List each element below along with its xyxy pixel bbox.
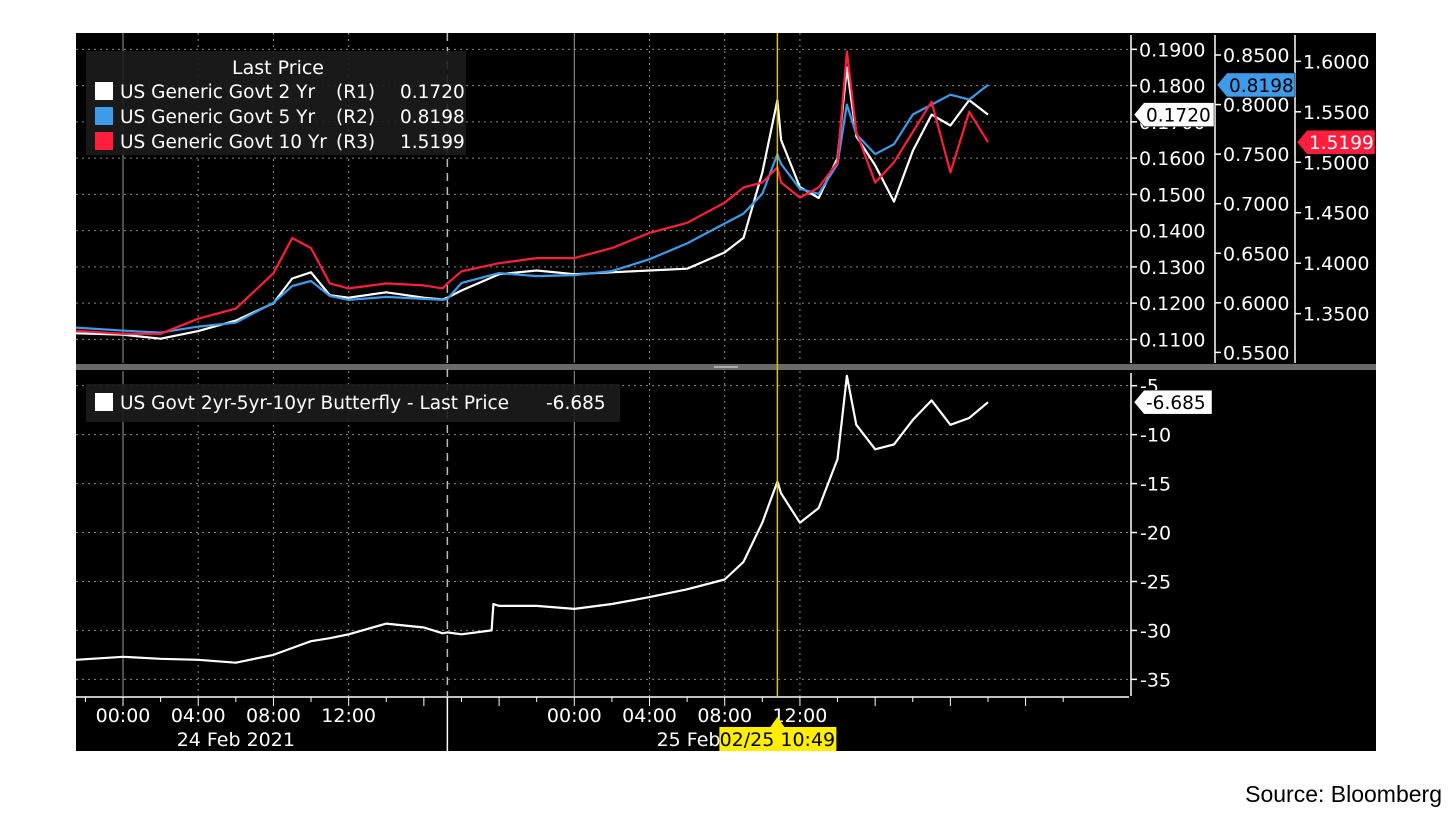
us5y-last-tag: 0.8198 — [1229, 76, 1294, 97]
butterfly-axis-tick-label: -15 — [1140, 474, 1171, 496]
chart-canvas: 0.11000.12000.13000.14000.15000.16000.17… — [76, 33, 1376, 751]
us2y-last-tag-box — [1133, 102, 1215, 127]
legend-layer: Last Price US Generic Govt 2 Yr (R1) 0.1720… — [86, 51, 620, 422]
r2-axis-tick-label: 0.8000 — [1223, 95, 1289, 117]
legend-swatch — [95, 107, 113, 125]
butterfly-legend-swatch — [95, 393, 113, 411]
panel-resize-handle — [714, 366, 738, 368]
date-label-day1: 24 Feb 2021 — [177, 729, 295, 751]
x-tick-label: 08:00 — [697, 705, 752, 727]
us5y-last-tag-box — [1216, 72, 1296, 98]
r3-axis-tick-label: 1.4000 — [1303, 253, 1369, 275]
legend-last-value: 0.1720 — [400, 82, 465, 103]
r2-axis-tick-label: 0.7000 — [1223, 194, 1289, 216]
r1-axis-tick-label: 0.1800 — [1139, 76, 1205, 98]
r2-axis-tick-label: 0.6500 — [1223, 243, 1289, 265]
bloomberg-chart-panel: 0.11000.12000.13000.14000.15000.16000.17… — [76, 33, 1376, 751]
crosshair-time-label: 02/25 10:49 — [720, 729, 836, 751]
legend-series-name: US Generic Govt 2 Yr — [120, 82, 315, 103]
legend-last-value: 1.5199 — [400, 132, 465, 153]
source-note: Source: Bloomberg — [1245, 781, 1442, 807]
x-tick-label: 00:00 — [547, 705, 602, 727]
x-tick-label: 04:00 — [171, 705, 226, 727]
r1-axis-tick-label: 0.1900 — [1139, 39, 1205, 61]
butterfly-axis-tick-label: -10 — [1140, 425, 1171, 447]
legend-box — [86, 51, 466, 155]
r3-axis-tick-label: 1.6000 — [1303, 51, 1369, 73]
x-tick-label: 12:00 — [321, 705, 376, 727]
r1-axis-tick-label: 0.1400 — [1139, 221, 1205, 243]
r3-axis-tick-label: 1.5000 — [1303, 152, 1369, 174]
legend-swatch — [95, 82, 113, 100]
legend-swatch — [95, 132, 113, 150]
us10y-line — [76, 50, 989, 335]
butterfly-axis-tick-label: -35 — [1140, 669, 1171, 691]
r3-axis-tick-label: 1.3500 — [1303, 304, 1369, 326]
butterfly-line — [76, 374, 989, 664]
r1-axis-tick-label: 0.1200 — [1139, 293, 1205, 315]
us5y-line — [76, 84, 989, 334]
value-tag-layer: 0.1720 0.8198 1.5199 -6.685 — [1133, 72, 1376, 415]
butterfly-legend-last: -6.685 — [546, 393, 606, 414]
r2-axis-tick-label: 0.7500 — [1223, 144, 1289, 166]
butterfly-axis-tick-label: -25 — [1140, 571, 1171, 593]
legend-last-value: 0.8198 — [400, 107, 465, 128]
us2y-last-tag: 0.1720 — [1146, 106, 1211, 127]
butterfly-last-tag-box — [1133, 389, 1213, 415]
r1-axis-tick-label: 0.1600 — [1139, 148, 1205, 170]
legend-title: Last Price — [232, 57, 324, 79]
r2-axis-tick-label: 0.8500 — [1223, 45, 1289, 67]
legend-series-name: US Generic Govt 5 Yr — [120, 107, 315, 128]
butterfly-axis-tick-label: -20 — [1140, 523, 1171, 545]
butterfly-legend-name: US Govt 2yr-5yr-10yr Butterfly - Last Pr… — [120, 393, 509, 414]
r2-axis-tick-label: 0.6000 — [1223, 293, 1289, 315]
us10y-last-tag-box — [1296, 129, 1376, 155]
legend-axis-tag: (R1) — [336, 82, 375, 103]
legend-series-name: US Generic Govt 10 Yr — [120, 132, 327, 153]
x-tick-label: 00:00 — [96, 705, 151, 727]
series-layer — [76, 33, 989, 696]
r3-axis-tick-label: 1.5500 — [1303, 102, 1369, 124]
butterfly-axis-tick-label: -30 — [1140, 620, 1171, 642]
r2-axis-tick-label: 0.5500 — [1223, 342, 1289, 364]
crosshair-marker-icon — [770, 717, 785, 727]
butterfly-last-tag: -6.685 — [1146, 393, 1206, 414]
butterfly-legend-box — [86, 384, 620, 422]
us10y-last-tag: 1.5199 — [1309, 133, 1374, 154]
x-tick-label: 04:00 — [622, 705, 677, 727]
r1-axis-tick-label: 0.1500 — [1139, 184, 1205, 206]
legend-axis-tag: (R2) — [336, 107, 375, 128]
legend-axis-tag: (R3) — [336, 132, 375, 153]
x-tick-label: 08:00 — [246, 705, 301, 727]
x-tick-label: 12:00 — [773, 705, 828, 727]
us2y-line — [76, 66, 989, 340]
r1-axis-tick-label: 0.1100 — [1139, 329, 1205, 351]
r1-axis-tick-label: 0.1300 — [1139, 257, 1205, 279]
crosshair-time-box — [719, 727, 837, 751]
r3-axis-tick-label: 1.4500 — [1303, 203, 1369, 225]
